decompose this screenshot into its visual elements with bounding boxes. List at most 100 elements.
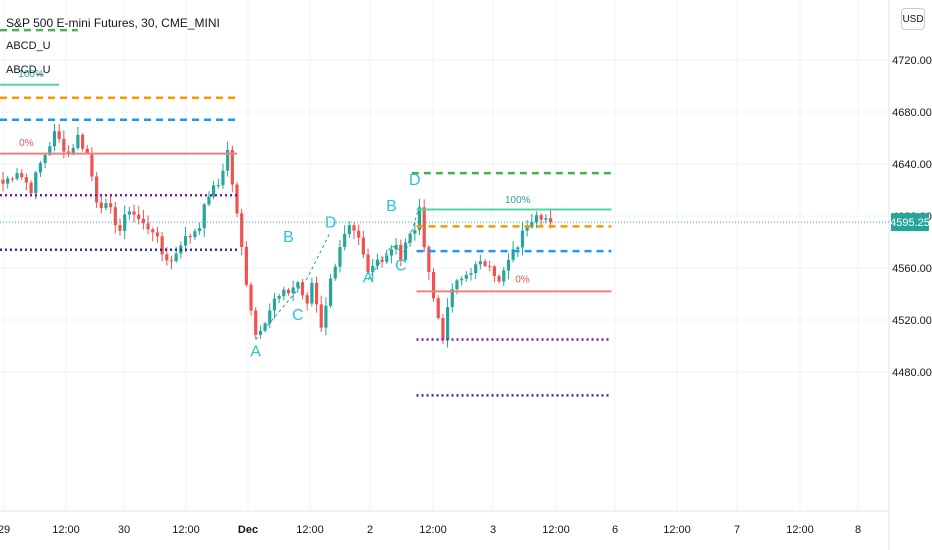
candle-body — [6, 178, 10, 184]
indicator-label-1[interactable]: ABCD_U — [6, 40, 51, 52]
candle-body — [286, 289, 291, 294]
abcd-guide-line — [255, 231, 332, 340]
candle-body — [272, 298, 277, 311]
candle-body — [141, 218, 145, 224]
candle-body — [338, 246, 342, 267]
price-tick-label: 4640.00 — [892, 159, 932, 171]
candle-body — [71, 147, 75, 154]
candle-body — [530, 222, 534, 228]
pattern-label-b: B — [386, 198, 397, 215]
candle-body — [492, 266, 496, 277]
grid — [0, 0, 889, 511]
candle-body — [52, 131, 57, 147]
candle-body — [352, 225, 356, 231]
candle-body — [20, 173, 24, 178]
candle-body — [347, 225, 351, 235]
candle-body — [109, 203, 113, 208]
candle-body — [488, 265, 492, 267]
time-axis[interactable]: 29 12:00 30 12:00 Dec 12:00 2 12:00 3 12:00 6 12:00… — [0, 524, 861, 536]
candle-body — [155, 232, 160, 237]
candle-body — [99, 202, 103, 209]
pattern-label-d: D — [325, 215, 337, 232]
candle-body — [314, 282, 319, 305]
candle-body — [146, 223, 150, 230]
candle-body — [431, 272, 436, 299]
candle-body — [333, 266, 337, 279]
pattern-label-d: D — [409, 172, 421, 189]
candle-body — [548, 218, 553, 223]
candle-body — [296, 282, 300, 288]
candle-body — [76, 134, 80, 148]
candle-body — [38, 163, 43, 173]
candle-body — [394, 244, 398, 250]
candle-body — [221, 170, 225, 186]
last-price-badge-bg — [891, 213, 929, 232]
time-tick-label: Dec — [238, 524, 258, 536]
candle-body — [15, 173, 19, 179]
price-tick-label: 4520.00 — [892, 315, 932, 327]
time-tick-label: 6 — [612, 524, 618, 536]
candle-body — [193, 231, 197, 238]
candle-body — [511, 249, 515, 260]
candle-body — [123, 214, 127, 231]
candle-body — [66, 151, 71, 154]
candle-body — [188, 235, 192, 238]
candle-body — [80, 134, 85, 149]
candle-body — [539, 215, 543, 220]
candle-body — [174, 253, 178, 262]
candle-body — [62, 138, 66, 152]
time-tick-label: 12:00 — [786, 524, 814, 536]
abcd-guide-line — [367, 205, 420, 280]
time-tick-label: 8 — [855, 524, 861, 536]
candle-body — [455, 280, 459, 290]
candle-body — [104, 203, 108, 209]
candle-body — [469, 273, 473, 275]
time-tick-label: 12:00 — [542, 524, 570, 536]
candle-body — [291, 287, 295, 294]
level-percent-label: 0% — [515, 274, 530, 285]
level-percent-label: 100% — [18, 69, 44, 80]
candle-body — [497, 276, 501, 282]
price-tick-label: 4720.00 — [892, 55, 932, 67]
time-tick-label: 12:00 — [419, 524, 447, 536]
candle-body — [268, 310, 272, 324]
time-tick-label: 29 — [0, 524, 10, 536]
candle-body — [244, 246, 248, 285]
indicator-label-2[interactable]: ABCD_U — [6, 64, 51, 76]
candle-body — [226, 149, 230, 171]
candle-body — [413, 230, 417, 234]
pattern-label-b: B — [283, 229, 294, 246]
candle-body — [43, 154, 47, 164]
time-tick-label: 30 — [118, 524, 130, 536]
candle-body — [474, 264, 478, 274]
candle-body — [502, 270, 506, 282]
candle-body — [118, 225, 122, 231]
time-tick-label: 12:00 — [172, 524, 200, 536]
candle-body — [389, 249, 394, 256]
candle-body — [169, 260, 174, 262]
level-percent-label: 0% — [19, 138, 34, 149]
candle-body — [417, 207, 422, 231]
candle-body — [460, 278, 464, 281]
candle-body — [95, 176, 99, 203]
candle-body — [343, 234, 347, 247]
candle-body — [380, 259, 384, 262]
candle-body — [235, 184, 239, 214]
candle-body — [183, 235, 188, 246]
candle-body — [324, 305, 328, 328]
candle-body — [422, 207, 426, 248]
candle-body — [427, 247, 431, 273]
candle-body — [216, 185, 220, 187]
level-percent-label: 100% — [505, 195, 531, 206]
symbol-title[interactable]: S&P 500 E-mini Futures, 30, CME_MINI — [6, 16, 220, 30]
candle-body — [464, 274, 468, 279]
currency-button[interactable]: USD — [901, 8, 925, 30]
candle-body — [544, 218, 548, 220]
candle-body — [329, 278, 333, 306]
time-tick-label: 12:00 — [52, 524, 80, 536]
candle-body — [277, 295, 281, 299]
candle-body — [357, 230, 361, 238]
candle-body — [249, 284, 253, 311]
